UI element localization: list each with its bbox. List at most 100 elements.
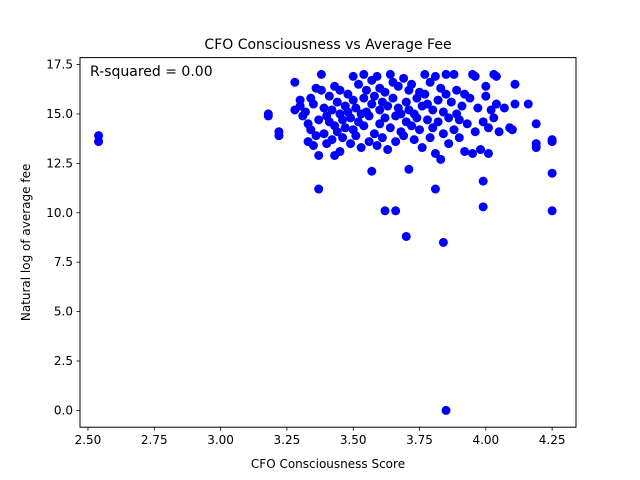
data-point xyxy=(444,113,454,123)
data-point xyxy=(388,93,398,103)
data-point xyxy=(314,184,324,194)
chart-title: CFO Consciousness vs Average Fee xyxy=(204,37,451,53)
data-point xyxy=(433,117,443,127)
data-point xyxy=(359,121,369,131)
data-point xyxy=(385,123,395,133)
y-tick-label: 15.0 xyxy=(46,107,73,121)
data-point xyxy=(319,129,329,139)
data-point xyxy=(417,143,427,153)
data-point xyxy=(454,115,464,125)
data-point xyxy=(425,77,435,87)
data-point xyxy=(316,85,326,95)
data-point xyxy=(428,105,438,115)
data-point xyxy=(483,123,493,133)
data-point xyxy=(393,81,403,91)
data-point xyxy=(473,103,483,113)
data-point xyxy=(369,91,379,101)
r-squared-annotation: R-squared = 0.00 xyxy=(90,64,213,80)
data-point xyxy=(478,202,488,212)
data-point xyxy=(407,121,417,131)
data-point xyxy=(319,103,329,113)
data-point xyxy=(481,91,491,101)
plot-frame xyxy=(79,57,577,428)
y-axis-label: Natural log of average fee xyxy=(19,164,33,322)
data-point xyxy=(359,93,369,103)
data-point xyxy=(324,91,334,101)
y-tick-label: 17.5 xyxy=(46,58,73,72)
data-point xyxy=(438,107,448,117)
data-point xyxy=(380,87,390,97)
y-tick-label: 5.0 xyxy=(54,305,73,319)
data-point xyxy=(438,129,448,139)
data-point xyxy=(367,99,377,109)
data-point xyxy=(364,111,374,121)
data-point xyxy=(510,99,520,109)
y-axis-ticks: 0.0 2.5 5.0 7.5 10.0 12.5 15.0 17.5 xyxy=(46,58,80,417)
data-point xyxy=(468,148,478,158)
data-point xyxy=(369,129,379,139)
data-point xyxy=(422,99,432,109)
data-point xyxy=(94,137,104,147)
x-tick-label: 4.00 xyxy=(472,433,499,447)
data-point xyxy=(430,148,440,158)
data-point xyxy=(547,168,557,178)
data-point xyxy=(380,113,390,123)
data-point xyxy=(470,71,480,81)
data-point xyxy=(348,95,358,105)
data-point xyxy=(343,89,353,99)
data-point xyxy=(335,85,345,95)
data-point xyxy=(316,69,326,79)
data-point xyxy=(295,101,305,111)
y-tick-label: 7.5 xyxy=(54,255,73,269)
data-point xyxy=(470,127,480,137)
data-point xyxy=(401,97,411,107)
y-tick-label: 10.0 xyxy=(46,206,73,220)
x-tick-label: 3.50 xyxy=(340,433,367,447)
data-point xyxy=(385,69,395,79)
data-point xyxy=(425,133,435,143)
y-tick-label: 0.0 xyxy=(54,403,73,417)
data-point xyxy=(383,101,393,111)
data-point xyxy=(338,115,348,125)
data-point xyxy=(452,85,462,95)
data-point xyxy=(483,148,493,158)
data-point xyxy=(491,99,501,109)
data-point xyxy=(391,137,401,147)
data-point xyxy=(428,123,438,133)
data-point xyxy=(372,71,382,81)
x-axis-label: CFO Consciousness Score xyxy=(251,457,405,471)
data-point xyxy=(340,123,350,133)
data-point xyxy=(314,150,324,160)
data-point xyxy=(399,73,409,83)
data-point xyxy=(444,139,454,149)
y-tick-label: 2.5 xyxy=(54,354,73,368)
data-point xyxy=(290,77,300,87)
data-point xyxy=(507,125,517,135)
data-point xyxy=(380,206,390,216)
data-point xyxy=(531,119,541,129)
data-point xyxy=(351,131,361,141)
data-point xyxy=(441,405,451,415)
x-tick-label: 2.50 xyxy=(75,433,102,447)
x-tick-label: 4.25 xyxy=(539,433,566,447)
data-point xyxy=(274,131,284,141)
x-tick-label: 3.75 xyxy=(406,433,433,447)
data-point xyxy=(346,139,356,149)
data-point xyxy=(436,154,446,164)
data-point xyxy=(356,143,366,153)
data-point xyxy=(499,103,509,113)
data-point xyxy=(489,113,499,123)
data-point xyxy=(446,97,456,107)
x-tick-label: 3.25 xyxy=(274,433,301,447)
data-point xyxy=(404,164,414,174)
data-point xyxy=(441,69,451,79)
data-point xyxy=(465,93,475,103)
data-point xyxy=(399,131,409,141)
data-point xyxy=(510,79,520,89)
data-point xyxy=(547,206,557,216)
data-point xyxy=(460,146,470,156)
data-point xyxy=(491,71,501,81)
data-point xyxy=(377,133,387,143)
